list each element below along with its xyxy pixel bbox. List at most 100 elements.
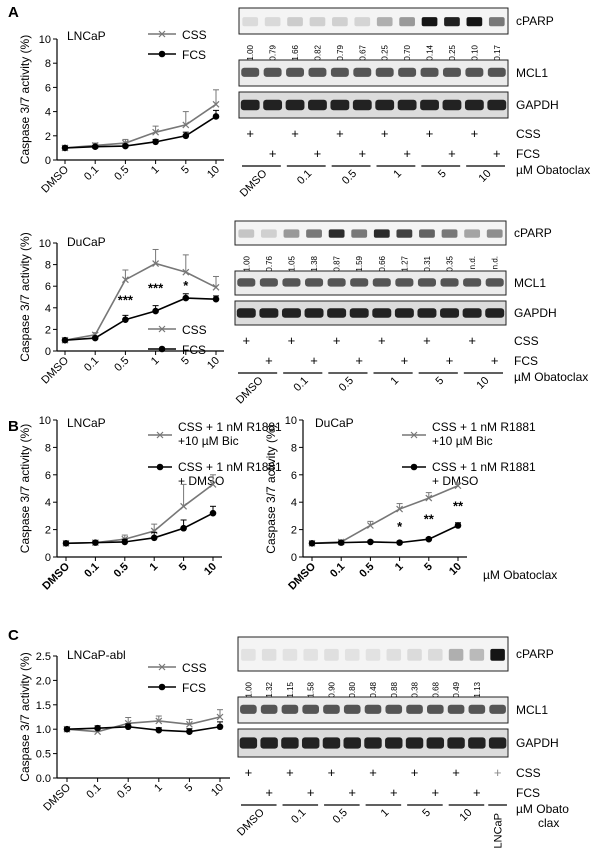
a-ducap-blot-quant-value: 1.05: [287, 255, 296, 271]
a-lncap-legend-label-css: CSS: [182, 28, 207, 42]
a-lncap-blot-dose-label: 0.1: [295, 168, 314, 187]
b-lncap-legend-marker-dmso: [156, 463, 164, 471]
b-ducap-cell-line-label: DuCaP: [315, 416, 354, 430]
a-ducap-blot-cparp-band: [419, 229, 435, 238]
c-abl-blot-plus-sign: +: [307, 785, 315, 800]
a-ducap-blot-dose-label: 10: [474, 375, 491, 392]
a-lncap-blot-gapdh-band: [442, 99, 462, 111]
c-abl-blot-mcl1-band: [385, 704, 403, 714]
c-abl-blot-cparp-band: [448, 648, 464, 661]
b-lncap-point-css: [180, 502, 188, 510]
a-ducap-blot-gapdh-band: [281, 308, 301, 318]
a-lncap-blot-cparp-strip: [238, 7, 509, 35]
b-ducap-point-css: [366, 522, 374, 529]
c-abl-blot-quant-value: 0.49: [452, 681, 461, 697]
a-ducap-blot-gapdh-band: [485, 308, 505, 318]
b-lncap-ytick-label: 8: [45, 442, 51, 454]
a-lncap-point-fcs: [61, 144, 69, 152]
a-lncap-blot-mcl1-band: [487, 67, 506, 77]
a-lncap-blot-dose-unit: µM Obatoclax: [516, 163, 590, 177]
b-ducap-xtick-label: DMSO: [286, 560, 318, 592]
a-ducap-blot-quant-value: 1.27: [400, 255, 409, 271]
c-abl-xtick-label: 1: [152, 782, 165, 795]
c-abl-blot-dose-unit: µM Obato: [516, 802, 569, 816]
a-lncap-blot-dose-label: DMSO: [238, 167, 270, 199]
a-lncap-blot-cparp-band: [399, 17, 415, 27]
a-ducap-blot-cparp-strip: [234, 220, 507, 246]
c-abl-blot-plus-sign-extra: +: [494, 765, 502, 780]
a-lncap-blot-dose-label: 10: [477, 168, 494, 185]
c-abl-blot-cparp-band: [365, 648, 381, 661]
b-lncap-ytick-label: 4: [45, 497, 51, 509]
a-ducap-significance: *: [183, 278, 189, 293]
a-ducap-blot-dose-label: 1: [388, 375, 401, 388]
a-ducap-blot-quant-value: 0.76: [265, 255, 274, 271]
a-ducap-ylabel: Caspase 3/7 activity (%): [18, 232, 32, 361]
b-lncap-point-fcs: [62, 540, 70, 547]
c-abl-blot-mcl1-band: [281, 704, 299, 714]
a-ducap-blot-quant-value: n.d.: [468, 256, 477, 269]
a-ducap-blot-mcl1-strip: [234, 270, 507, 296]
c-abl-blot-mcl1-band: [364, 704, 382, 714]
c-abl-blot-plus-sign: +: [432, 785, 440, 800]
c-abl-blot-cparp-band: [282, 648, 298, 661]
a-ducap-ytick-label: 4: [45, 303, 51, 315]
a-lncap-xtick-label: 5: [179, 164, 192, 177]
c-abl-point-fcs: [124, 723, 132, 731]
c-abl-blot-gapdh-band: [385, 737, 403, 749]
c-abl-blot-cparp-band: [344, 648, 360, 661]
a-lncap-blot-gapdh-strip: [238, 91, 509, 119]
a-ducap-series-line-1: [64, 297, 217, 341]
a-lncap-blot-mcl1-band: [465, 67, 484, 77]
a-ducap-ytick-label: 10: [39, 238, 51, 250]
a-ducap-blot-gapdh-band: [304, 308, 324, 318]
c-abl-blot-cparp-band: [303, 648, 318, 661]
c-abl-blot-quant-value: 1.13: [473, 681, 482, 697]
a-lncap-ytick-label: 4: [45, 107, 51, 119]
b-lncap-ytick-label: 0: [45, 552, 51, 564]
c-abl-blot-gapdh-band: [260, 737, 278, 749]
a-ducap-legend-label-fcs: FCS: [182, 343, 206, 357]
c-abl-blot-mcl1-band: [302, 704, 319, 714]
a-ducap-significance: ***: [148, 280, 164, 295]
a-lncap-blot-mcl1-band: [330, 67, 349, 77]
a-lncap-blot-plus-sign: +: [448, 146, 456, 161]
c-abl-blot-gapdh-band: [301, 737, 320, 749]
c-abl-blot-plus-sign: +: [452, 765, 460, 780]
a-lncap-blot-cparp-band: [488, 17, 505, 27]
a-lncap-blot-cparp-band: [376, 17, 393, 27]
a-ducap-blot-mcl1-band: [417, 278, 436, 287]
a-lncap-blot-cond-label-fcs: FCS: [516, 147, 540, 161]
c-abl-blot-cparp-band: [407, 648, 422, 661]
a-ducap-point-fcs: [91, 334, 99, 342]
c-abl-blot-plus-sign: +: [348, 785, 356, 800]
c-abl-blot-cparp-band: [469, 648, 485, 661]
b-lncap-legend-label-bic-1: CSS + 1 nM R1881: [178, 420, 282, 434]
a-ducap-blot-cond-label-fcs: FCS: [514, 354, 538, 368]
b-ducap-legend-marker-dmso: [410, 463, 418, 471]
a-ducap-blot-gapdh-band: [259, 308, 279, 318]
a-lncap-blot-plus-sign: +: [246, 126, 254, 141]
a-lncap-blot-quant-value: 0.10: [470, 44, 479, 60]
b-lncap-point-fcs: [92, 539, 99, 546]
b-lncap-xtick-label: 0.1: [82, 561, 101, 580]
a-ducap-ytick-label: 0: [45, 346, 51, 358]
a-lncap-blot-cparp-band: [309, 17, 326, 27]
b-ducap-xtick-label: 0.5: [357, 561, 376, 580]
a-lncap-xtick-label: 10: [205, 164, 222, 181]
b-lncap-ylabel: Caspase 3/7 activity (%): [18, 424, 32, 553]
a-lncap-blot-mcl1-band: [241, 67, 260, 77]
a-ducap-blot-quant-value: 0.31: [423, 255, 432, 271]
a-lncap-point-css: [152, 128, 160, 136]
a-ducap-series-line-0: [64, 262, 217, 341]
b-ducap-xtick-label: 5: [422, 561, 435, 574]
a-lncap-blot-plus-sign: +: [426, 126, 434, 141]
a-lncap-blot-cond-label-css: CSS: [516, 127, 541, 141]
b-lncap-legend-label-bic-2: +10 µM Bic: [178, 434, 239, 448]
b-ducap-point-fcs: [454, 522, 462, 529]
a-ducap-blot-plus-sign: +: [378, 333, 386, 348]
b-ducap-significance: **: [424, 512, 435, 527]
panel-letter-b: B: [8, 418, 19, 435]
a-lncap-blot-quant-value: 0.79: [269, 44, 278, 60]
a-lncap-blot-gapdh-band: [330, 99, 350, 111]
